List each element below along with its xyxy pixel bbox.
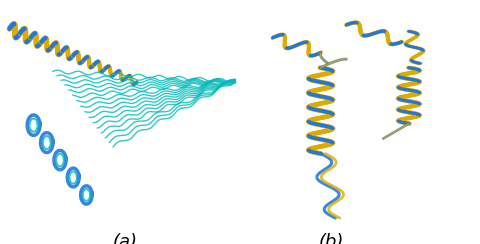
Text: (a): (a) — [112, 233, 137, 244]
Text: (b): (b) — [319, 233, 344, 244]
